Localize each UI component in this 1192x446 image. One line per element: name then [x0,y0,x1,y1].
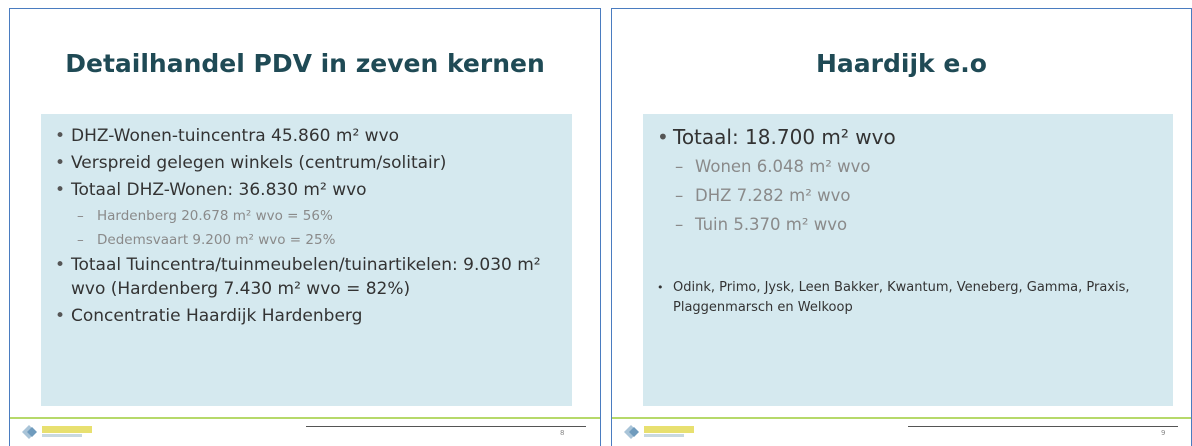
logo [624,425,694,439]
page-number: 8 [560,429,565,437]
bullet: DHZ-Wonen-tuincentra 45.860 m² wvo [55,124,558,148]
bullet: Dedemsvaart 9.200 m² wvo = 25% [55,229,558,251]
logo-mark [22,425,92,439]
bullet: Hardenberg 20.678 m² wvo = 56% [55,205,558,227]
slide-title: Detailhandel PDV in zeven kernen [65,49,545,78]
footer-line [10,417,600,419]
bullet: Odink, Primo, Jysk, Leen Bakker, Kwantum… [657,278,1159,318]
content-box: Totaal: 18.700 m² wvo Wonen 6.048 m² wvoD… [643,114,1173,406]
logo-mark [624,425,694,439]
bullet-list: Totaal: 18.700 m² wvo Wonen 6.048 m² wvoD… [657,124,1159,318]
bullet: Wonen 6.048 m² wvo [657,153,1159,180]
footer-rule [306,426,586,427]
bullet: Tuin 5.370 m² wvo [657,211,1159,238]
page-number: 9 [1161,429,1166,437]
content-box: DHZ-Wonen-tuincentra 45.860 m² wvo Verspr… [41,114,572,406]
bullet: Totaal: 18.700 m² wvo [657,124,1159,150]
slide: Haardijk e.o Totaal: 18.700 m² wvo Wonen 6… [611,8,1192,446]
bullet: Totaal Tuincentra/tuinmeubelen/tuinartik… [55,253,558,301]
bullet: Verspreid gelegen winkels (centrum/solit… [55,151,558,175]
slide-title: Haardijk e.o [816,49,987,78]
slide: Detailhandel PDV in zeven kernen DHZ-Wone… [9,8,601,446]
logo [22,425,92,439]
bullet: Concentratie Haardijk Hardenberg [55,304,558,328]
bullet: DHZ 7.282 m² wvo [657,182,1159,209]
footer-rule [908,426,1178,427]
footer-line [612,417,1191,419]
bullet: Totaal DHZ-Wonen: 36.830 m² wvo [55,178,558,202]
bullet-list: DHZ-Wonen-tuincentra 45.860 m² wvo Verspr… [55,124,558,328]
